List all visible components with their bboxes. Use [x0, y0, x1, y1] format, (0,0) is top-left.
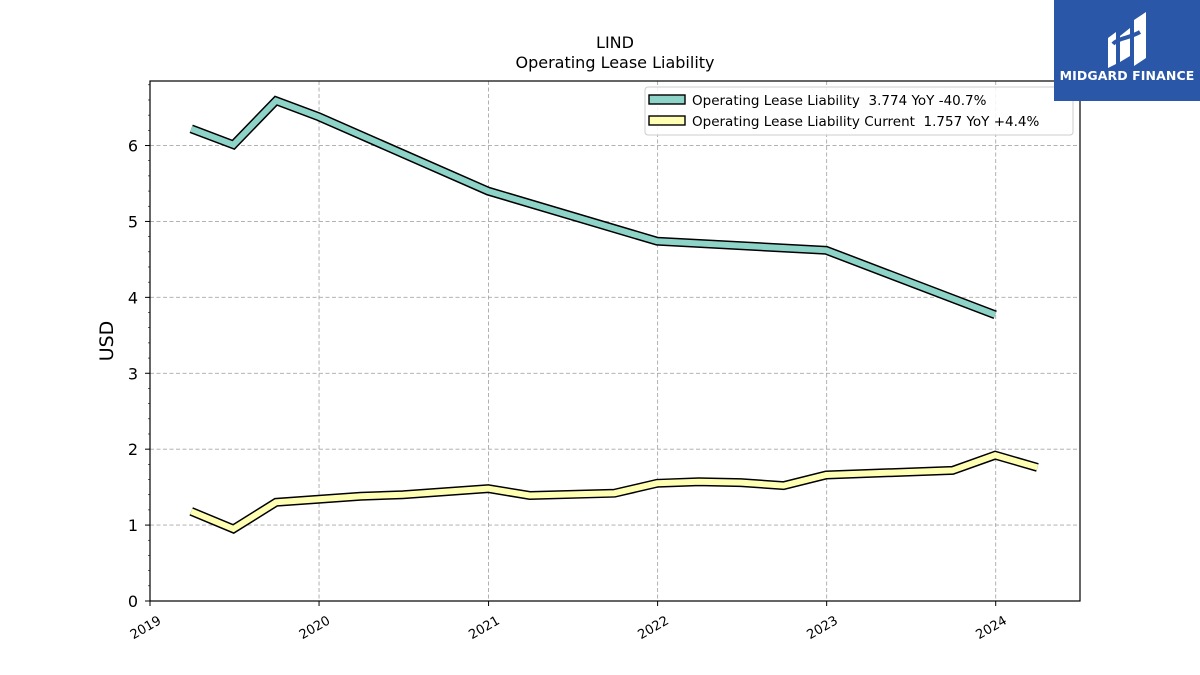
y-tick-label: 1: [128, 516, 138, 535]
legend-swatch-operating-lease-liability: [648, 94, 686, 105]
series-line-operating-lease-liability: [190, 97, 997, 318]
y-axis: 0 1 2 3 4 5 6: [128, 84, 150, 611]
brand-logo: MIDGARD FINANCE: [1054, 0, 1200, 101]
x-tick-label: 2021: [466, 613, 502, 643]
x-tick-label: 2020: [297, 613, 333, 643]
legend-swatch-operating-lease-liability-current: [648, 115, 686, 126]
brand-logo-text: MIDGARD FINANCE: [1059, 68, 1195, 83]
y-axis-label: USD: [96, 321, 118, 362]
chart-title: LIND: [596, 33, 634, 52]
y-tick-label: 3: [128, 364, 138, 383]
grid: [150, 81, 1080, 601]
x-tick-label: 2023: [804, 613, 840, 643]
y-tick-label: 2: [128, 440, 138, 459]
plot-frame: [149, 80, 1081, 602]
legend-label-operating-lease-liability: Operating Lease Liability 3.774 YoY -40.…: [692, 93, 987, 109]
y-tick-label: 5: [128, 212, 138, 231]
midgard-logo-icon: [1108, 12, 1146, 68]
chart-subtitle: Operating Lease Liability: [515, 53, 714, 72]
series-line-operating-lease-liability-current: [190, 452, 1039, 533]
x-tick-label: 2022: [635, 613, 671, 643]
legend-label-operating-lease-liability-current: Operating Lease Liability Current 1.757 …: [692, 114, 1039, 130]
x-tick-label: 2024: [974, 613, 1010, 643]
x-axis: 2019 2020 2021 2022 2023 2024: [128, 601, 1010, 643]
y-tick-label: 6: [128, 137, 138, 156]
x-tick-label: 2019: [128, 613, 164, 643]
series-lines: [189, 95, 1039, 534]
y-tick-label: 4: [128, 288, 138, 307]
legend-frame: [644, 86, 1074, 136]
y-tick-label: 0: [128, 592, 138, 611]
legend: Operating Lease Liability 3.774 YoY -40.…: [644, 86, 1074, 136]
